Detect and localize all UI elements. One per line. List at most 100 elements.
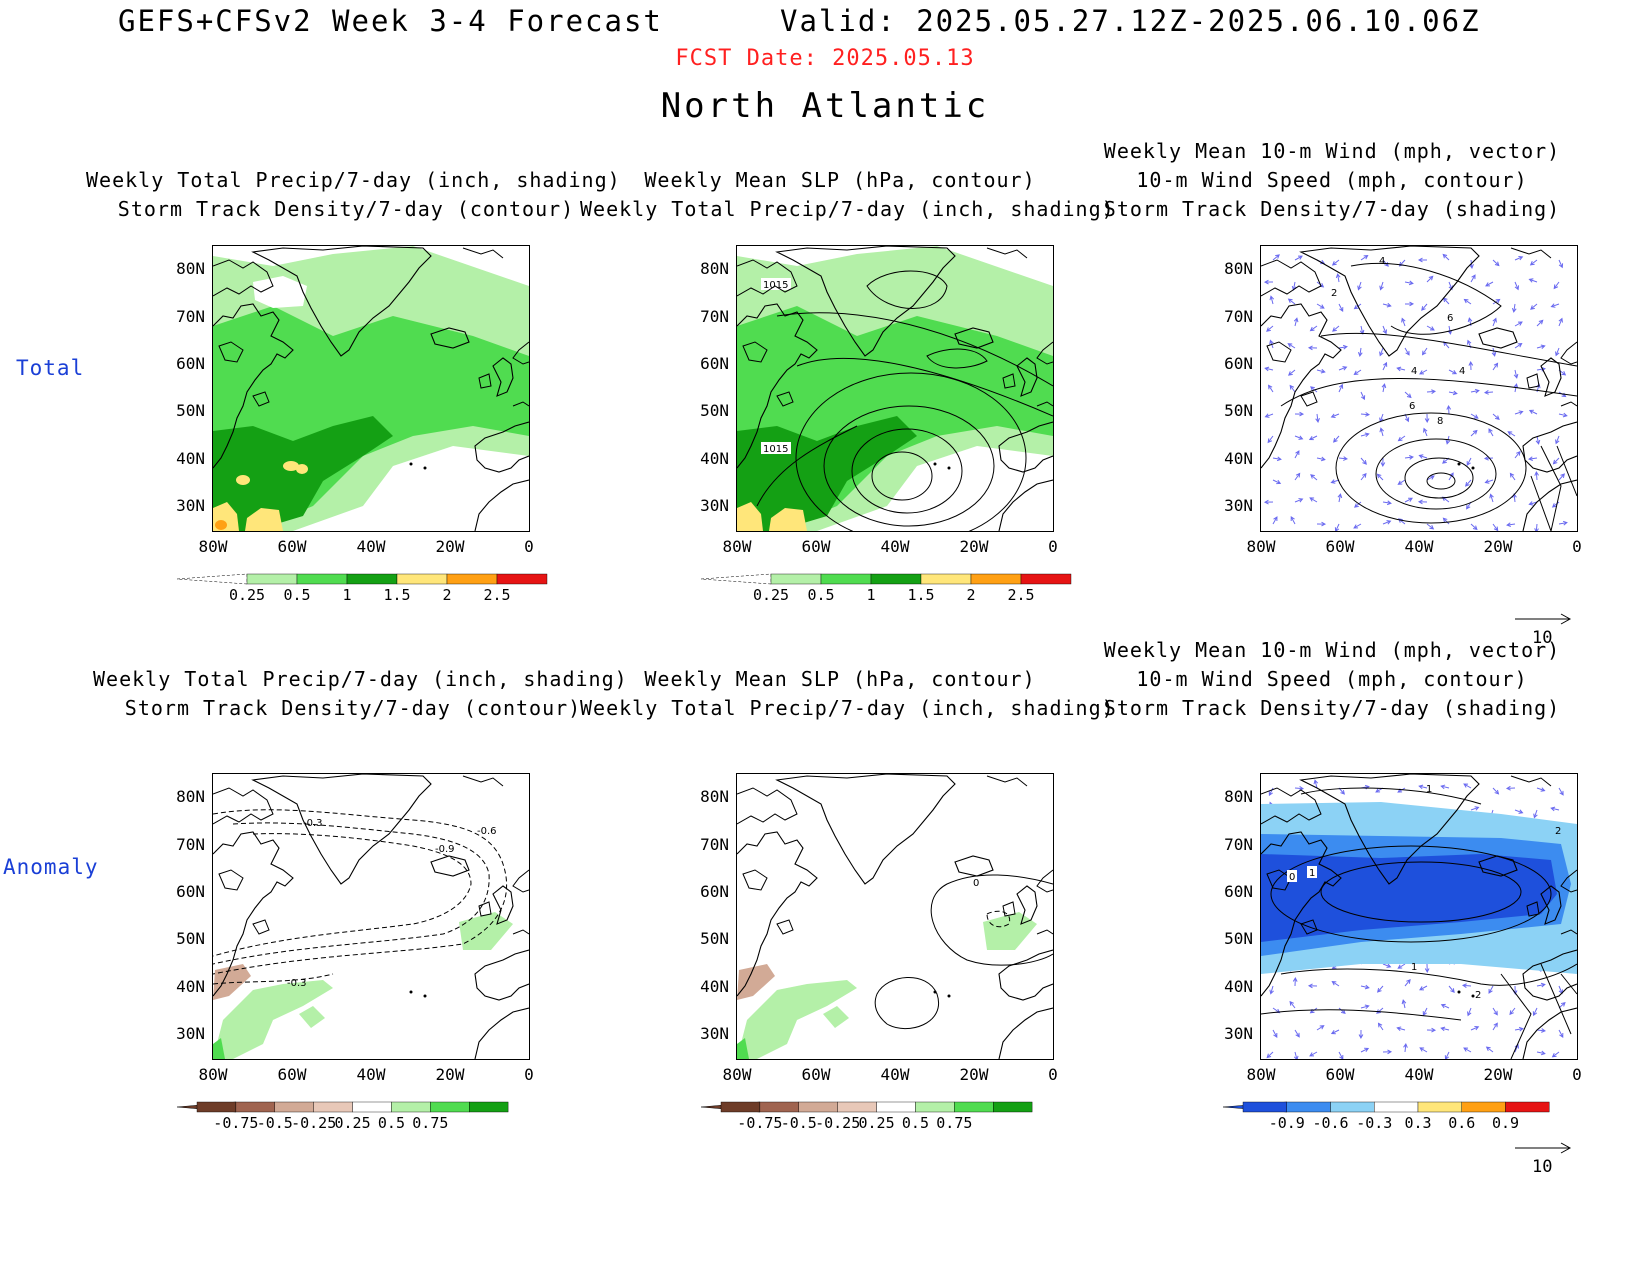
wind-vector [1293,1051,1299,1059]
panel-2-title: Weekly Mean SLP (hPa, contour) Weekly To… [580,166,1114,224]
wind-vector [1528,409,1538,415]
wind-vector [1511,303,1517,313]
panel-3-contour-label-2: 6 [1447,313,1453,324]
wind-vector [1397,435,1406,442]
wind-vector [1448,369,1458,375]
wind-vector [1488,428,1494,437]
wind-vector [1309,1051,1318,1057]
wind-vector [1263,279,1274,285]
wind-vector [1470,806,1480,811]
wind-vector [1558,412,1568,418]
wind-vector [1442,297,1450,305]
lat-tick-label: 40N [1224,449,1253,468]
reference-arrow-icon [1515,1142,1572,1154]
wind-vector [1447,325,1453,335]
lat-tick-label: 70N [1224,835,1253,854]
panel-1-title-line1: Weekly Total Precip/7-day (inch, shading… [86,168,621,192]
wind-vector [1485,1046,1494,1053]
panel-4-contour-label-0: -0.3 [303,818,323,829]
panel-6-contour-label-4: 1 [1411,962,1417,973]
panel-2-shading: 1015 1015 [737,246,1053,531]
wind-vector [1313,779,1319,789]
lat-tick-label: 40N [176,449,205,468]
colorbar-tick-label: 1 [342,586,352,604]
panel-1-title: Weekly Total Precip/7-day (inch, shading… [86,166,621,224]
wind-vector [1360,254,1369,261]
wind-vector [1360,1047,1370,1053]
colorbar-segment [993,1101,1033,1113]
colorbar-tick-label: -0.9 [1268,1114,1305,1132]
panel-2-contour-label-b: 1015 [763,444,788,455]
wind-vector [1381,383,1387,393]
colorbar-tick-label: 1.5 [907,586,935,604]
lon-tick-label: 0 [1572,537,1582,556]
lon-tick-label: 60W [277,1065,307,1084]
wind-vector [1294,411,1305,417]
wind-vector [1536,344,1546,350]
lon-tick-label: 80W [198,537,228,556]
wind-vector [1382,325,1388,335]
panel-3-contour-label-5: 6 [1409,401,1415,412]
wind-vector [1483,390,1494,395]
wind-vector [1287,369,1296,376]
wind-vector [1354,501,1362,508]
colorbar-track-anom [1222,1101,1550,1113]
colorbar-tick-label: -0.5 [256,1114,293,1132]
colorbar-segment [870,573,922,585]
colorbar-precip-total-1 [176,573,548,585]
wind-vector [1358,1029,1364,1040]
panel-6-contour-label-0: 1 [1426,784,1432,795]
wind-vector [1357,347,1363,357]
colorbar-tick-label: 0.25 [752,586,790,604]
lat-tick-label: 80N [176,787,205,806]
colorbar-segment [313,1101,353,1113]
panel-3-title-line1: 10-m Wind Speed (mph, contour) [1136,168,1528,192]
wind-vector [1316,456,1326,462]
wind-vector [1289,1000,1296,1009]
wind-vector [1376,1007,1384,1014]
wind-vector [1263,499,1274,505]
wind-vector [1552,457,1560,465]
colorbar-segment [1330,1101,1375,1113]
colorbar-segment [1417,1101,1462,1113]
wind-vector [1470,388,1480,394]
panel-5-title: Weekly Mean SLP (hPa, contour) Weekly To… [580,665,1114,723]
lat-tick-label: 80N [700,259,729,278]
panel-3-contour-label-3: 4 [1411,366,1417,377]
wind-vector [1331,981,1340,987]
lon-tick-label: 40W [880,537,910,556]
panel-3-vectors: 4 2 6 4 4 6 8 [1261,246,1577,531]
panel-4-title-line1: Weekly Total Precip/7-day (inch, shading… [93,667,628,691]
wind-vector [1316,1025,1325,1031]
wind-vector [1534,470,1539,481]
wind-vector [1555,435,1560,445]
panel-3-contour-label-4: 4 [1459,366,1465,377]
wind-vector [1292,976,1298,987]
panel-5-contour-label: 0 [973,878,979,889]
colorbar-tick-label: -0.75 [737,1114,783,1132]
wind-vector [1553,281,1560,290]
colorbar-segment [430,1101,470,1113]
wind-vector [1440,1003,1450,1009]
lat-tick-label: 30N [1224,496,1253,515]
wind-vector [1509,1007,1516,1016]
lat-tick-label: 50N [700,929,729,948]
wind-vector [1514,321,1523,327]
wind-vector [1532,1007,1538,1017]
lon-tick-label: 60W [277,537,307,556]
colorbar-tick-label: -0.5 [780,1114,817,1132]
row-label-total: Total [16,356,85,380]
wind-vector [1338,344,1348,350]
wind-vector [1397,479,1406,485]
colorbar-tick-label: 0.75 [936,1114,973,1132]
wind-vector [1272,516,1278,525]
wind-vector [1360,1004,1370,1010]
wind-vector [1470,523,1478,531]
wind-vector [1331,259,1340,266]
panel-6-contour-label-1: 0 [1289,872,1295,883]
wind-vector [1534,523,1539,531]
wind-vector [1507,431,1516,437]
colorbar-segment [274,1101,314,1113]
panel-3-title-line0: Weekly Mean 10-m Wind (mph, vector) [1103,139,1561,163]
wind-vector [1558,520,1568,526]
